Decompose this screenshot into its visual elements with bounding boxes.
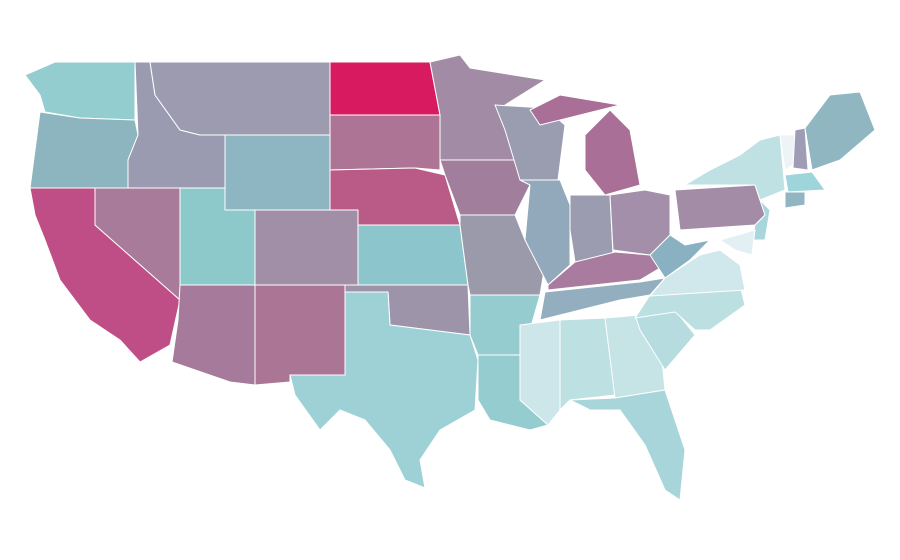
state-region: [569, 194, 614, 263]
state-region: [784, 171, 826, 193]
state-region: [649, 249, 746, 297]
state-region: [792, 127, 809, 171]
state-region: [254, 209, 359, 286]
state-region: [149, 61, 331, 136]
state-region: [569, 389, 686, 501]
state-region: [674, 184, 766, 231]
state-region: [171, 284, 256, 386]
state-region: [24, 61, 136, 121]
state-region: [559, 317, 616, 411]
state-region: [719, 229, 756, 256]
state-region: [357, 224, 469, 286]
state-region: [529, 94, 641, 196]
state-region: [29, 111, 139, 189]
state-region: [649, 234, 711, 279]
state-region: [224, 134, 331, 211]
state-region: [329, 114, 441, 171]
state-region: [804, 91, 876, 171]
state-region: [784, 191, 806, 209]
state-region: [519, 319, 561, 426]
state-region: [329, 61, 441, 116]
state-region: [254, 284, 346, 386]
state-region: [289, 291, 479, 489]
